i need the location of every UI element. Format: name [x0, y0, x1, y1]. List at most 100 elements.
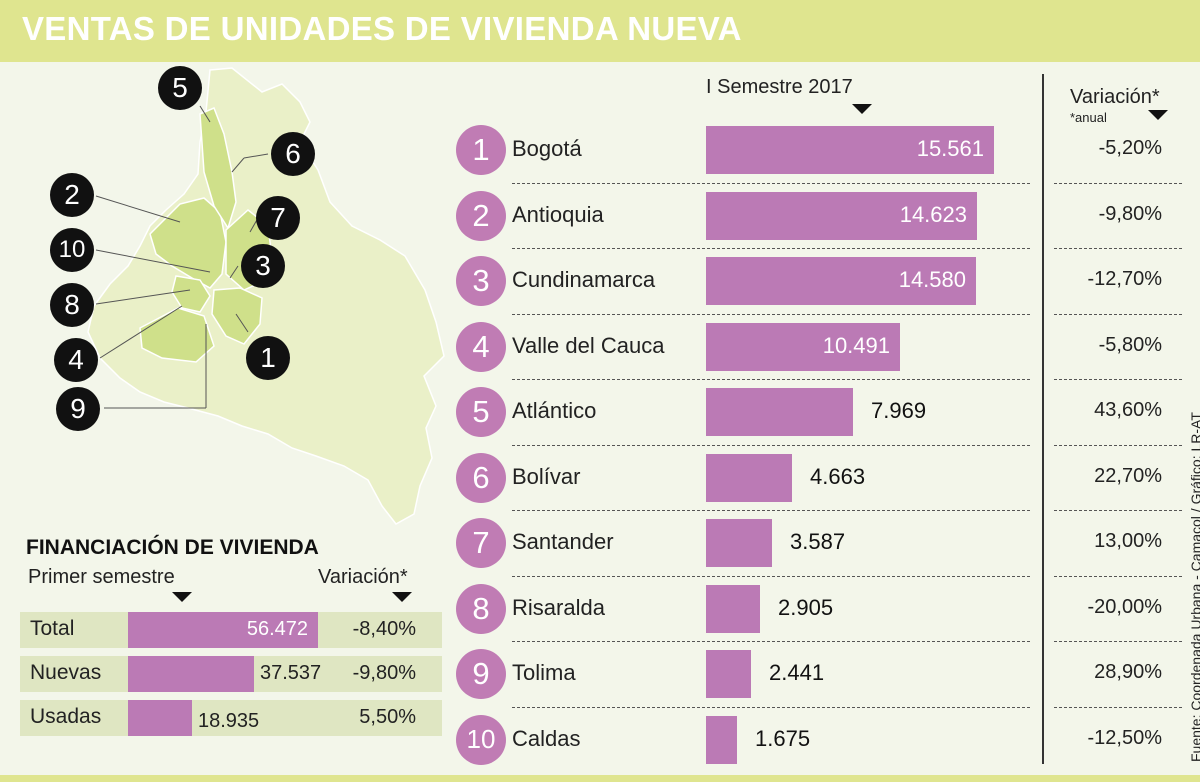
row-divider — [512, 707, 1030, 708]
financing-row — [20, 700, 442, 736]
bar-value-label: 7.969 — [871, 398, 927, 423]
rank-badge: 9 — [456, 649, 506, 699]
row-divider — [512, 445, 1030, 446]
row-divider — [512, 379, 1030, 380]
bar-value-label: 2.905 — [778, 594, 834, 620]
variation-arrow-icon — [1148, 110, 1168, 120]
variation-value: 22,70% — [1094, 464, 1162, 487]
variation-value: -20,00% — [1087, 595, 1163, 618]
category-label: Cundinamarca — [512, 267, 656, 292]
bottom-band — [0, 775, 1200, 782]
row-divider — [1054, 445, 1182, 446]
rank-badge: 5 — [456, 387, 506, 437]
bar-mark — [706, 584, 760, 633]
bar-value-label: 4.663 — [810, 463, 866, 489]
map-badge-8: 8 — [50, 283, 94, 327]
financing-category-label: Total — [30, 617, 75, 640]
financing-category-label: Nuevas — [30, 661, 102, 684]
colombia-map-shape — [87, 67, 445, 525]
map-badge-7: 7 — [256, 196, 300, 240]
variation-value: 43,60% — [1094, 399, 1162, 421]
variation-value: -12,50% — [1087, 726, 1163, 749]
row-divider — [1054, 248, 1182, 249]
financing-bar-mark — [128, 656, 254, 692]
map-badge-1: 1 — [246, 336, 290, 380]
financing-variation-value: -8,40% — [352, 618, 416, 640]
variation-header: Variación* — [1070, 86, 1160, 108]
row-divider — [1054, 576, 1182, 577]
colombia-map: 5 6 2 7 10 3 8 4 1 9 — [0, 62, 450, 532]
financing-variation-value: -9,80% — [352, 662, 416, 684]
variation-value: -5,20% — [1098, 137, 1162, 159]
row-divider — [1054, 183, 1182, 184]
bar-mark — [706, 126, 994, 174]
row-divider — [512, 510, 1030, 511]
category-label: Santander — [512, 529, 614, 554]
variation-value: -12,70% — [1087, 268, 1163, 290]
map-badge-5: 5 — [158, 66, 202, 110]
rank-badge: 10 — [456, 714, 506, 765]
bar-value-label: 15.561 — [916, 136, 984, 161]
financing-title: FINANCIACIÓN DE VIVIENDA — [26, 536, 319, 559]
bar-mark — [706, 715, 737, 764]
financing-bar-mark — [128, 612, 318, 648]
financing-period-header: Primer semestre — [28, 566, 175, 588]
map-region-8-10 — [171, 275, 211, 313]
rank-badge: 7 — [456, 518, 506, 568]
variation-value: -9,80% — [1098, 202, 1162, 225]
rank-badge: 3 — [456, 256, 506, 306]
title-band: VENTAS DE UNIDADES DE VIVIENDA NUEVA — [0, 0, 1200, 62]
bar-value-label: 3.587 — [790, 529, 846, 554]
rank-badge: 8 — [456, 583, 506, 634]
row-divider — [1054, 707, 1182, 708]
financing-value-label: 56.472 — [246, 618, 308, 640]
financing-variation-value: 5,50% — [359, 706, 416, 728]
row-divider — [512, 248, 1030, 249]
financing-bar-mark — [128, 700, 192, 736]
bar-mark — [706, 322, 900, 371]
row-divider — [1054, 314, 1182, 315]
variation-note: *anual — [1070, 110, 1107, 125]
bar-mark — [706, 519, 772, 567]
row-divider — [512, 641, 1030, 642]
map-leader-lines — [95, 105, 269, 409]
category-label: Bogotá — [512, 136, 582, 161]
financing-variation-header: Variación* — [318, 566, 408, 588]
rank-badge: 1 — [456, 125, 506, 175]
bar-value-label: 10.491 — [822, 332, 890, 358]
financing-value-label: 37.537 — [260, 662, 322, 684]
map-badge-6: 6 — [271, 132, 315, 176]
rank-badge: 6 — [456, 452, 506, 503]
bar-value-label: 14.580 — [898, 267, 966, 292]
map-badge-9: 9 — [56, 387, 100, 431]
variation-value: -5,80% — [1098, 333, 1162, 356]
chart-title: VENTAS DE UNIDADES DE VIVIENDA NUEVA — [22, 10, 742, 47]
category-label: Bolívar — [512, 463, 581, 489]
bar-mark — [706, 388, 853, 436]
category-label: Risaralda — [512, 594, 605, 620]
bar-mark — [706, 257, 976, 305]
bar-mark — [706, 650, 751, 698]
financing-period-arrow-icon — [172, 592, 192, 602]
variation-value: 13,00% — [1094, 530, 1162, 552]
category-label: Antioquia — [512, 201, 604, 227]
bar-value-label: 2.441 — [769, 660, 825, 685]
map-badge-2: 2 — [50, 173, 94, 217]
bar-mark — [706, 191, 977, 240]
category-label: Valle del Cauca — [512, 332, 665, 358]
financing-variation-arrow-icon — [392, 592, 412, 602]
map-region-2 — [149, 197, 227, 289]
period-arrow-icon — [852, 104, 872, 114]
map-badge-3: 3 — [241, 244, 285, 288]
row-divider — [512, 183, 1030, 184]
source-note: Fuente: Coordenada Urbana - Camacol / Gr… — [1188, 412, 1200, 762]
column-divider — [1042, 74, 1044, 764]
row-divider — [1054, 641, 1182, 642]
bar-mark — [706, 453, 792, 502]
map-region-4-9 — [139, 307, 215, 363]
financing-value-label: 18.935 — [198, 710, 260, 732]
bar-value-label: 14.623 — [899, 201, 967, 227]
category-label: Caldas — [512, 725, 581, 751]
row-divider — [1054, 510, 1182, 511]
variation-value: 28,90% — [1094, 661, 1162, 683]
